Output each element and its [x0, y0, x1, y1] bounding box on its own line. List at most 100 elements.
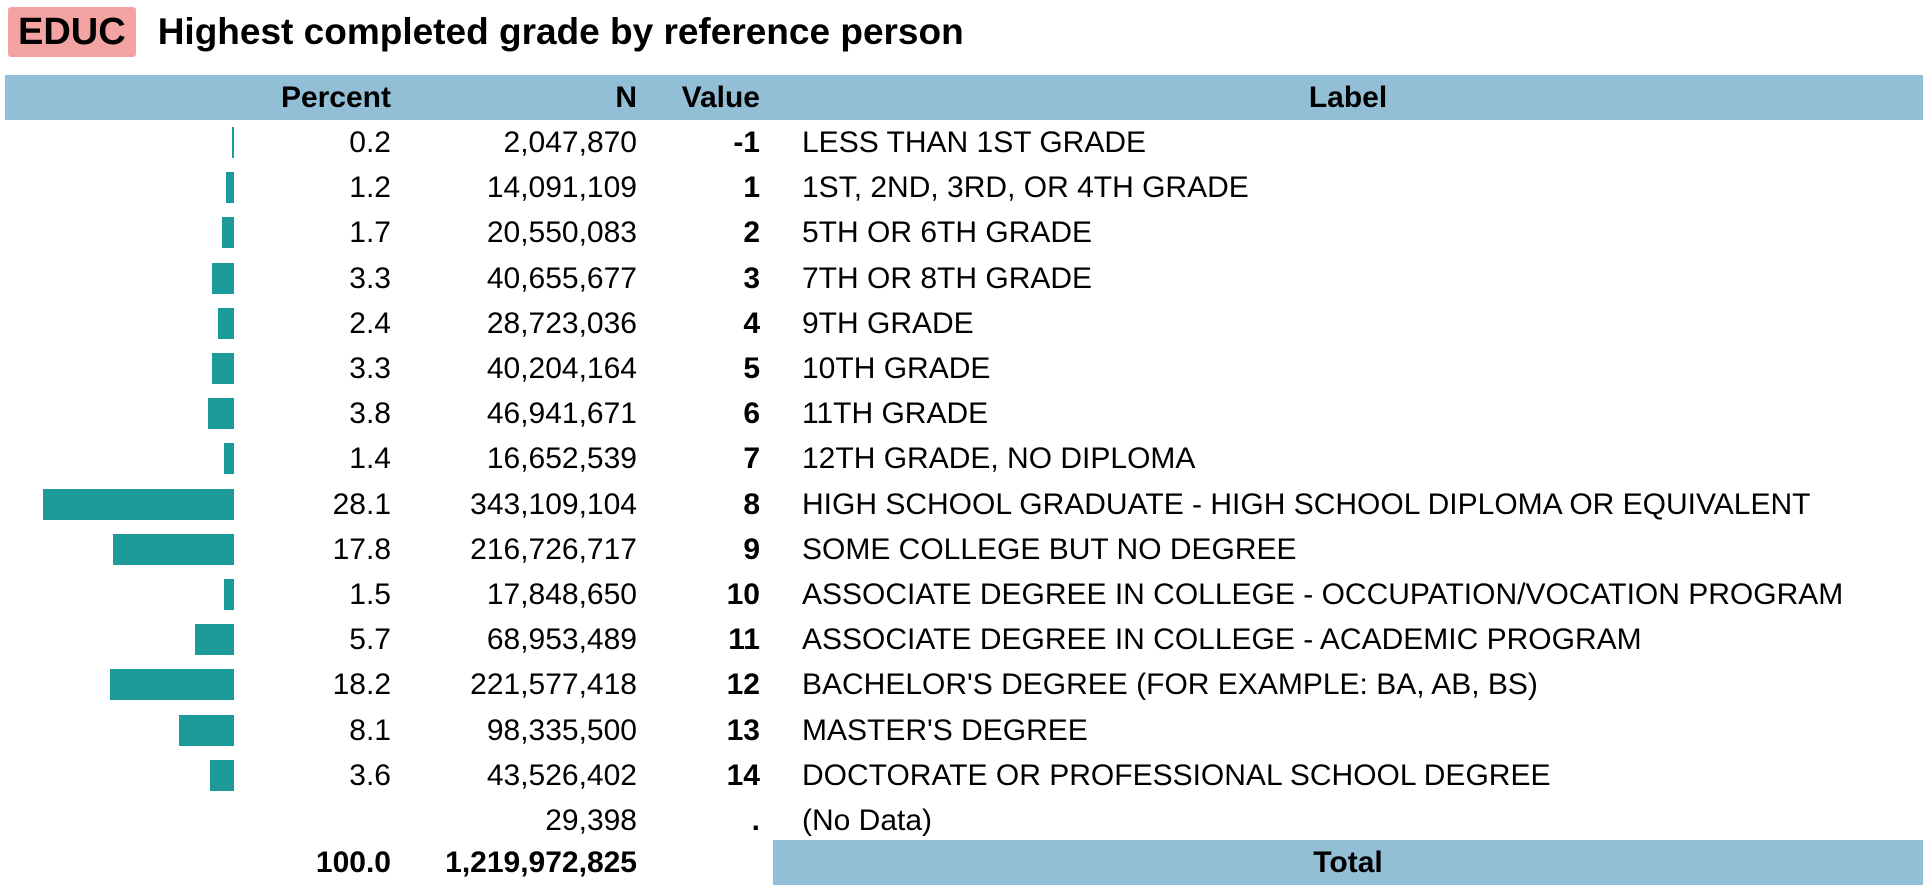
label-cell: (No Data)	[802, 804, 933, 837]
percent-bar	[42, 488, 234, 520]
count-cell: 343,109,104	[470, 487, 637, 521]
label-cell: 1ST, 2ND, 3RD, OR 4TH GRADE	[802, 171, 1249, 205]
value-cell: 4	[743, 306, 760, 340]
label-cell: 11TH GRADE	[802, 397, 989, 431]
count-cell: 221,577,418	[470, 668, 637, 702]
label-cell: ASSOCIATE DEGREE IN COLLEGE - OCCUPATION…	[802, 578, 1844, 611]
table-row: 3.8 46,941,671 6 11TH GRADE	[0, 391, 1928, 436]
table-row: 28.1 343,109,104 8 HIGH SCHOOL GRADUATE - H…	[0, 482, 1928, 527]
table-row: 1.4 16,652,539 7 12TH GRADE, NO DIPLOMA	[0, 436, 1928, 481]
percent-bar	[211, 353, 234, 384]
percent-cell: 2.4	[349, 306, 391, 340]
percent-bar	[222, 217, 234, 249]
label-cell: ASSOCIATE DEGREE IN COLLEGE - ACADEMIC P…	[802, 623, 1642, 657]
percent-bar	[232, 127, 234, 158]
count-cell: 40,655,677	[486, 261, 637, 295]
percent-cell: 1.7	[349, 216, 391, 250]
table-row: 3.3 40,655,677 3 7TH OR 8TH GRADE	[0, 256, 1928, 301]
variable-title: Highest completed grade by reference per…	[157, 11, 964, 52]
percent-cell: 1.4	[349, 442, 391, 476]
total-n: 1,219,972,825	[445, 846, 637, 879]
count-cell: 216,726,717	[470, 532, 637, 566]
percent-bar	[110, 669, 234, 701]
percent-cell: 8.1	[349, 713, 391, 747]
label-cell: BACHELOR'S DEGREE (FOR EXAMPLE: BA, AB, …	[802, 668, 1538, 702]
percent-cell: 5.7	[349, 623, 391, 657]
column-header-percent: Percent	[280, 81, 391, 114]
title-row: EDUC Highest completed grade by referenc…	[8, 7, 964, 57]
table-header	[5, 75, 1923, 120]
percent-cell: 3.6	[349, 758, 391, 792]
value-cell: 12	[726, 668, 760, 702]
percent-cell: 18.2	[332, 668, 391, 702]
table-row: 2.4 28,723,036 4 9TH GRADE	[0, 301, 1928, 346]
table-row: 3.3 40,204,164 5 10TH GRADE	[0, 346, 1928, 391]
total-percent: 100.0	[315, 846, 391, 879]
label-cell: HIGH SCHOOL GRADUATE - HIGH SCHOOL DIPLO…	[802, 487, 1811, 521]
percent-bar	[178, 714, 234, 746]
table-row: 18.2 221,577,418 12 BACHELOR'S DEGREE (FOR …	[0, 662, 1928, 707]
column-header-n: N	[615, 81, 637, 114]
value-cell: 7	[743, 442, 760, 476]
label-cell: MASTER'S DEGREE	[802, 713, 1088, 747]
percent-cell: 3.8	[349, 397, 391, 431]
table-row: 1.7 20,550,083 2 5TH OR 6TH GRADE	[0, 210, 1928, 255]
label-cell: 5TH OR 6TH GRADE	[802, 216, 1093, 250]
label-cell: 7TH OR 8TH GRADE	[802, 261, 1093, 295]
percent-cell: 0.2	[349, 126, 391, 159]
percent-bar	[112, 533, 234, 565]
count-cell: 14,091,109	[486, 171, 637, 205]
count-cell: 43,526,402	[486, 758, 637, 792]
percent-cell: 1.5	[349, 578, 391, 611]
value-cell: 6	[743, 397, 760, 431]
percent-bar	[211, 262, 234, 294]
percent-cell: 1.2	[349, 171, 391, 205]
percent-bar	[209, 759, 234, 791]
percent-bar	[223, 579, 234, 610]
total-label: Total	[1313, 846, 1383, 879]
value-cell: 8	[743, 487, 760, 521]
label-cell: SOME COLLEGE BUT NO DEGREE	[802, 532, 1297, 566]
table-row: 8.1 98,335,500 13 MASTER'S DEGREE	[0, 708, 1928, 753]
table-row: 5.7 68,953,489 11 ASSOCIATE DEGREE IN COLLE…	[0, 617, 1928, 662]
percent-bar	[195, 624, 234, 656]
label-cell: LESS THAN 1ST GRADE	[802, 126, 1147, 159]
value-cell: 13	[726, 713, 760, 747]
total-label-background	[773, 840, 1923, 885]
count-cell: 98,335,500	[486, 713, 637, 747]
label-cell: 10TH GRADE	[802, 352, 991, 385]
count-cell: 17,848,650	[486, 578, 637, 611]
label-cell: 9TH GRADE	[802, 306, 974, 340]
table-row: 17.8 216,726,717 9 SOME COLLEGE BUT NO DEGR…	[0, 527, 1928, 572]
count-cell: 40,204,164	[486, 352, 637, 385]
percent-bar	[217, 307, 234, 339]
table-row: 29,398. (No Data)	[0, 798, 1928, 843]
value-cell: 10	[726, 578, 760, 611]
table-row: 0.2 2,047,870 -1 LESS THAN 1ST GRADE	[0, 120, 1928, 165]
table-row: 3.6 43,526,402 14 DOCTORATE OR PROFESSIONAL…	[0, 753, 1928, 798]
value-cell: .	[751, 804, 760, 837]
value-cell: 3	[743, 261, 760, 295]
value-cell: 5	[743, 352, 760, 385]
value-cell: 14	[726, 758, 760, 792]
count-cell: 16,652,539	[486, 442, 637, 476]
value-cell: -1	[733, 126, 760, 159]
value-cell: 1	[743, 171, 760, 205]
total-row: 100.0 1,219,972,825 Total	[0, 840, 1928, 885]
percent-cell: 3.3	[349, 352, 391, 385]
percent-cell: 3.3	[349, 261, 391, 295]
column-header-value: Value	[681, 81, 760, 114]
count-cell: 28,723,036	[486, 306, 637, 340]
table-row: 1.2 14,091,109 1 1ST, 2ND, 3RD, OR 4TH GRAD…	[0, 165, 1928, 210]
percent-bar	[208, 398, 234, 430]
value-cell: 2	[743, 216, 760, 250]
label-cell: 12TH GRADE, NO DIPLOMA	[802, 442, 1196, 476]
table-row: 1.5 17,848,650 10 ASSOCIATE DEGREE IN COLLE…	[0, 572, 1928, 617]
count-cell: 2,047,870	[503, 126, 637, 159]
variable-badge: EDUC	[8, 7, 136, 57]
count-cell: 29,398	[545, 804, 637, 837]
value-cell: 11	[728, 623, 760, 657]
percent-bar	[224, 443, 234, 475]
label-cell: DOCTORATE OR PROFESSIONAL SCHOOL DEGREE	[802, 758, 1551, 792]
